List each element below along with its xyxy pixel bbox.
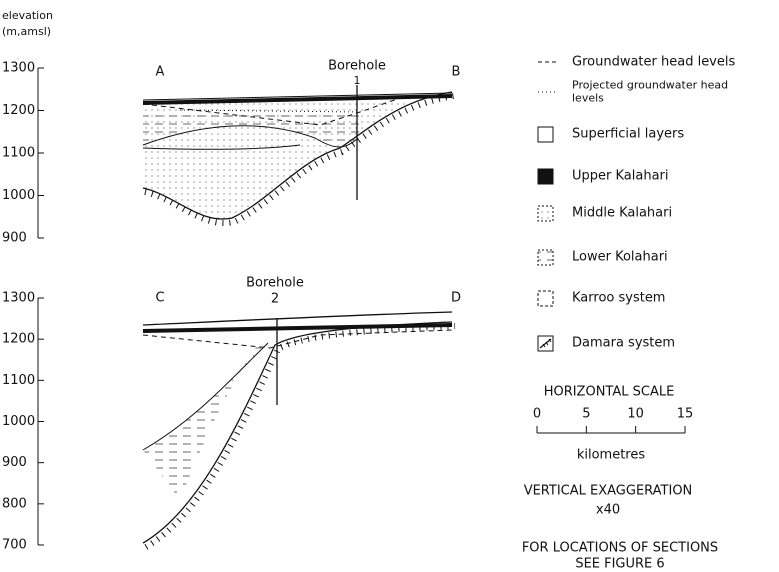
elevation-tick-label: 1300 bbox=[2, 291, 35, 306]
scale-tick-label: 5 bbox=[582, 407, 590, 422]
legend-label: Projected groundwater head bbox=[572, 79, 728, 92]
elevation-tick-label: 1100 bbox=[2, 373, 35, 388]
borehole-label: Borehole bbox=[328, 59, 386, 74]
exaggeration-value: x40 bbox=[596, 503, 620, 518]
elevation-tick-label: 1000 bbox=[2, 414, 35, 429]
exaggeration-title: VERTICAL EXAGGERATION bbox=[524, 484, 693, 499]
section-end: D bbox=[451, 291, 461, 306]
elevation-tick-label: 900 bbox=[2, 455, 27, 470]
legend-label: Groundwater head levels bbox=[572, 55, 735, 70]
axis-title: elevation bbox=[2, 9, 53, 22]
note: SEE FIGURE 6 bbox=[575, 557, 664, 572]
scale-tick-label: 10 bbox=[627, 407, 644, 422]
elevation-tick-label: 1100 bbox=[2, 146, 35, 161]
scale-tick-label: 0 bbox=[533, 407, 541, 422]
legend-label: Damara system bbox=[572, 336, 675, 351]
borehole-number: 2 bbox=[271, 292, 279, 307]
scale-unit: kilometres bbox=[577, 448, 646, 463]
legend-label: Middle Kalahari bbox=[572, 206, 672, 221]
scale-title: HORIZONTAL SCALE bbox=[544, 385, 675, 400]
elevation-tick-label: 1000 bbox=[2, 188, 35, 203]
scale-tick-label: 15 bbox=[677, 407, 694, 422]
elevation-tick-label: 900 bbox=[2, 231, 27, 246]
legend-symbols bbox=[538, 62, 556, 351]
elevation-tick-label: 1200 bbox=[2, 103, 35, 118]
legend-label: Lower Kolahari bbox=[572, 250, 668, 265]
figure: elevation (m,amsl) A B Borehole 1 C D Bo… bbox=[0, 0, 779, 572]
note: FOR LOCATIONS OF SECTIONS bbox=[522, 541, 718, 556]
elevation-tick-label: 1200 bbox=[2, 332, 35, 347]
section-end: B bbox=[452, 65, 461, 80]
legend: Groundwater head levels Projected groundw… bbox=[572, 55, 735, 351]
axis-title: (m,amsl) bbox=[2, 25, 51, 38]
legend-label: Superficial layers bbox=[572, 127, 684, 142]
legend-label: Karroo system bbox=[572, 291, 665, 306]
legend-label: levels bbox=[572, 92, 604, 105]
borehole-label: Borehole bbox=[246, 276, 304, 291]
legend-label: Upper Kalahari bbox=[572, 169, 669, 184]
section-cd bbox=[38, 298, 455, 547]
elevation-tick-label: 700 bbox=[2, 538, 27, 553]
section-ab bbox=[38, 68, 454, 238]
section-end: A bbox=[156, 65, 165, 80]
borehole-number: 1 bbox=[354, 74, 361, 87]
scale-ticks: 0 5 10 15 bbox=[533, 407, 693, 434]
elevation-tick-label: 1300 bbox=[2, 61, 35, 76]
elevation-tick-label: 800 bbox=[2, 496, 27, 511]
section-end: C bbox=[155, 291, 164, 306]
